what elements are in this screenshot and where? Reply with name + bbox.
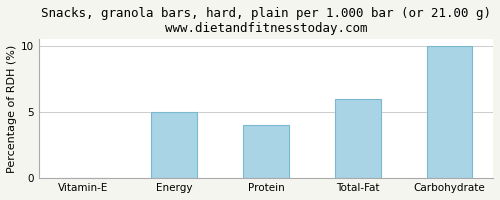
Y-axis label: Percentage of RDH (%): Percentage of RDH (%) (7, 44, 17, 173)
Bar (152, 112, 198, 178)
Bar (426, 46, 472, 178)
Bar (243, 125, 289, 178)
Title: Snacks, granola bars, hard, plain per 1.000 bar (or 21.00 g)
www.dietandfitnesst: Snacks, granola bars, hard, plain per 1.… (41, 7, 491, 35)
Bar (335, 99, 380, 178)
